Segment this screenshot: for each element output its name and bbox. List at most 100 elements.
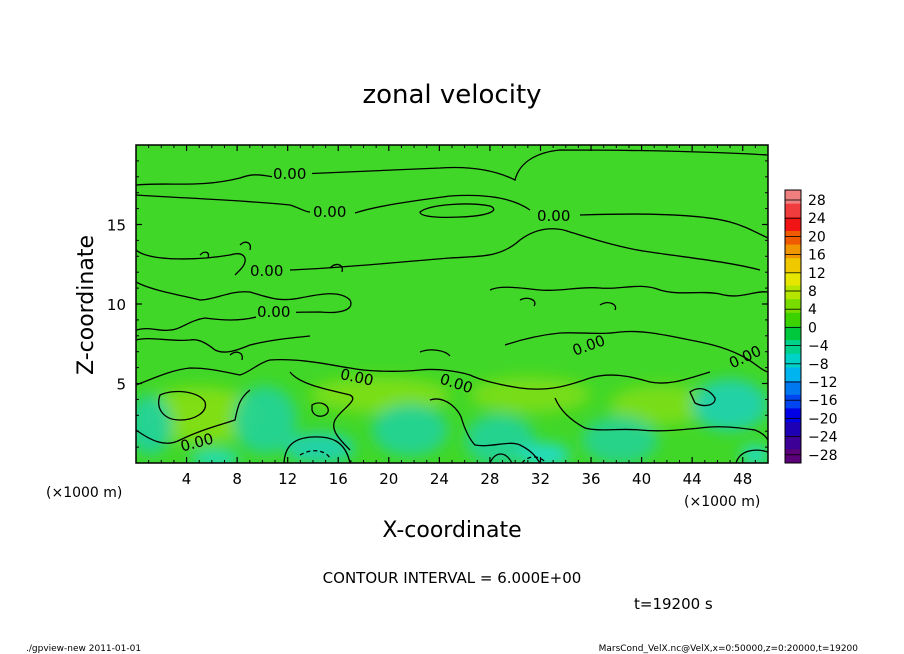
x-tick-label: 24 — [430, 470, 449, 488]
x-tick-label: 4 — [182, 470, 192, 488]
positive-region — [310, 377, 450, 413]
colorbar-swatch — [785, 299, 801, 314]
contour-line — [311, 402, 329, 417]
x-tick-label: 44 — [683, 470, 702, 488]
colorbar-label: −16 — [808, 393, 838, 409]
colorbar-swatch — [785, 271, 801, 287]
colorbar-swatch — [785, 203, 801, 218]
contour-line — [599, 302, 617, 311]
colorbar-label: 12 — [808, 266, 826, 282]
y-axis-label: Z-coordinate — [74, 235, 99, 375]
x-tick-label: 40 — [632, 470, 651, 488]
x-axis-unit-right: (×1000 m) — [684, 494, 760, 510]
y-tick-label: 15 — [107, 217, 126, 235]
contour-line — [158, 390, 207, 421]
footer-left: ./gpview-new 2011-01-01 — [26, 644, 141, 654]
colorbar-label: −12 — [808, 375, 838, 391]
colorbar — [785, 190, 801, 464]
contour-line — [489, 453, 513, 463]
contour-line — [429, 398, 541, 463]
y-axis: 5 10 15 — [107, 160, 768, 448]
contour-line — [229, 351, 243, 361]
contour-line — [299, 450, 331, 459]
contour-line — [504, 330, 768, 373]
velocity-field — [136, 377, 768, 463]
colorbar-swatch — [785, 217, 801, 232]
contour-line — [419, 203, 495, 218]
contour-line — [735, 449, 768, 463]
x-tick-label: 48 — [733, 470, 752, 488]
negative-region — [520, 443, 570, 463]
colorbar-swatch — [785, 353, 801, 368]
contour-interval-text: CONTOUR INTERVAL = 6.000E+00 — [323, 569, 582, 587]
contour-line — [136, 335, 311, 353]
contour-line — [521, 456, 547, 463]
plot-area: 0.00 0.00 0.00 0.00 0.00 0.00 0.00 0.00 … — [136, 145, 768, 463]
time-text: t=19200 s — [634, 595, 713, 613]
contour-line — [419, 349, 451, 357]
colorbar-swatch — [785, 230, 801, 246]
x-axis-label: X-coordinate — [382, 518, 521, 543]
colorbar-swatch — [785, 367, 801, 382]
negative-region — [233, 386, 297, 454]
negative-region — [136, 395, 172, 455]
contour-line — [283, 436, 351, 463]
colorbar-swatch — [785, 435, 801, 450]
contour-line — [136, 194, 311, 213]
footer-right: MarsCond_VelX.nc@VelX,x=0:50000,z=0:2000… — [599, 644, 859, 654]
x-tick-label: 20 — [379, 470, 398, 488]
colorbar-label: −4 — [808, 339, 829, 355]
contour-label: 0.00 — [313, 203, 346, 221]
x-tick-label: 32 — [531, 470, 550, 488]
x-tick-label: 8 — [232, 470, 242, 488]
colorbar-frame — [784, 189, 802, 464]
positive-region — [470, 377, 590, 413]
colorbar-label: −8 — [808, 357, 829, 373]
colorbar-label: 16 — [808, 248, 826, 264]
x-tick-label: 12 — [278, 470, 297, 488]
x-tick-label: 28 — [480, 470, 499, 488]
colorbar-swatch — [785, 394, 801, 409]
colorbar-swatch — [785, 340, 801, 355]
contour-label: 0.00 — [273, 165, 306, 183]
y-tick-label: 10 — [107, 296, 126, 314]
colorbar-label: 4 — [808, 302, 817, 318]
contour-line — [136, 249, 246, 276]
colorbar-swatch — [785, 326, 801, 341]
x-axis-unit-left: (×1000 m) — [46, 485, 122, 501]
positive-region — [610, 385, 710, 425]
colorbar-swatch — [785, 381, 801, 396]
y-tick-label: 5 — [116, 376, 126, 394]
contour-line — [289, 371, 354, 451]
contour-label: 0.00 — [257, 303, 290, 321]
colorbar-label: −28 — [808, 448, 838, 464]
negative-region — [465, 414, 535, 463]
negative-region — [285, 432, 355, 463]
contour-line — [136, 149, 768, 186]
contour-line — [136, 389, 251, 444]
negative-region — [741, 445, 768, 463]
negative-region — [372, 404, 448, 456]
colorbar-swatch — [785, 190, 801, 205]
colorbar-label: −20 — [808, 411, 838, 427]
contour-line — [136, 359, 711, 390]
colorbar-label: 24 — [808, 211, 826, 227]
contour-line — [354, 194, 531, 214]
colorbar-swatch — [785, 258, 801, 273]
colorbar-label: −24 — [808, 430, 838, 446]
negative-region — [190, 450, 240, 463]
colorbar-swatch — [785, 449, 801, 464]
colorbar-label: 28 — [808, 193, 826, 209]
contour-label: 0.00 — [250, 262, 283, 280]
colorbar-label: 20 — [808, 229, 826, 245]
colorbar-swatch — [785, 408, 801, 423]
colorbar-swatch — [785, 312, 801, 327]
contour-label: 0.00 — [537, 207, 570, 225]
contour-line — [329, 263, 343, 273]
colorbar-swatch — [785, 422, 801, 437]
colorbar-swatch — [785, 244, 801, 259]
contour-line — [239, 241, 251, 251]
contour-line — [489, 285, 768, 297]
x-tick-label: 16 — [329, 470, 348, 488]
